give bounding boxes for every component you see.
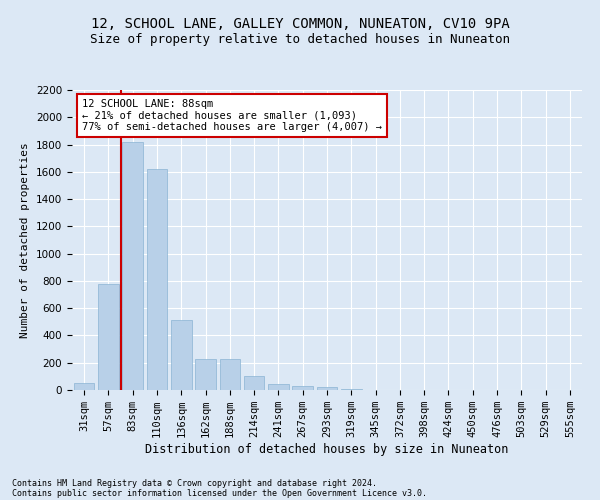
Text: 12 SCHOOL LANE: 88sqm
← 21% of detached houses are smaller (1,093)
77% of semi-d: 12 SCHOOL LANE: 88sqm ← 21% of detached … bbox=[82, 99, 382, 132]
Bar bbox=[195, 358, 216, 390]
Bar bbox=[74, 383, 94, 390]
Bar bbox=[146, 169, 167, 390]
Bar bbox=[292, 386, 313, 390]
Bar bbox=[317, 388, 337, 390]
Bar bbox=[98, 284, 119, 390]
Y-axis label: Number of detached properties: Number of detached properties bbox=[20, 142, 31, 338]
Text: Size of property relative to detached houses in Nuneaton: Size of property relative to detached ho… bbox=[90, 32, 510, 46]
Bar bbox=[220, 358, 240, 390]
Text: Contains HM Land Registry data © Crown copyright and database right 2024.: Contains HM Land Registry data © Crown c… bbox=[12, 478, 377, 488]
Text: 12, SCHOOL LANE, GALLEY COMMON, NUNEATON, CV10 9PA: 12, SCHOOL LANE, GALLEY COMMON, NUNEATON… bbox=[91, 18, 509, 32]
Bar bbox=[171, 320, 191, 390]
Bar bbox=[268, 384, 289, 390]
Bar bbox=[122, 142, 143, 390]
X-axis label: Distribution of detached houses by size in Nuneaton: Distribution of detached houses by size … bbox=[145, 443, 509, 456]
Text: Contains public sector information licensed under the Open Government Licence v3: Contains public sector information licen… bbox=[12, 488, 427, 498]
Bar bbox=[244, 376, 265, 390]
